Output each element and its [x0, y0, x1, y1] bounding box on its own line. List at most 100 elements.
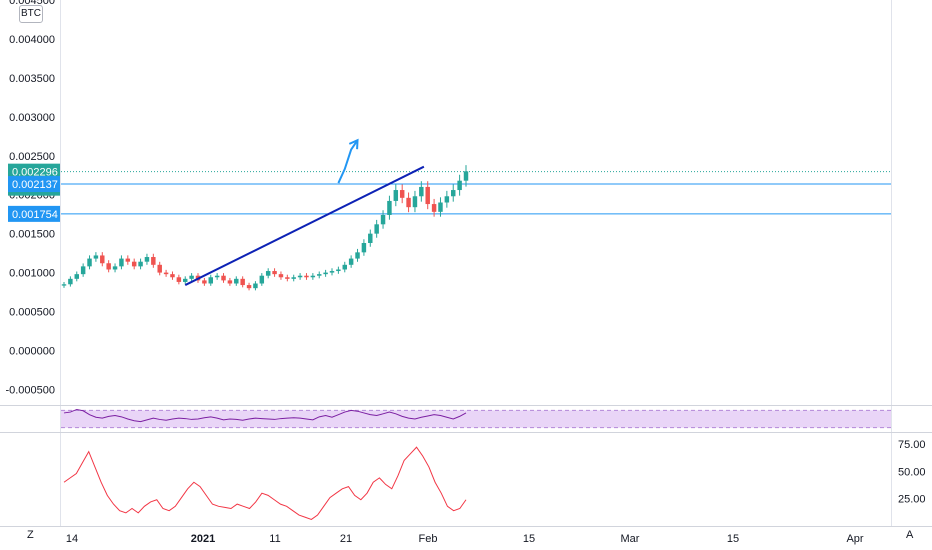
- rsi-band: [61, 410, 891, 428]
- candle-body: [304, 275, 309, 278]
- candle-body: [157, 264, 162, 273]
- current-price-label: 0.002296: [12, 167, 58, 179]
- ticker-label[interactable]: BTC: [19, 5, 43, 23]
- y-tick-label: -0.000500: [5, 384, 55, 396]
- candle-body: [240, 278, 245, 286]
- candle-body: [291, 277, 296, 279]
- candle-body: [317, 274, 322, 276]
- candle-body: [131, 261, 137, 267]
- candle-body: [368, 233, 373, 243]
- candle-body: [355, 252, 360, 259]
- y-tick-label: 0.002500: [9, 151, 55, 163]
- projection-arrow-head: [348, 138, 359, 150]
- time-axis-tick-label: Mar: [621, 533, 640, 545]
- candle-body: [138, 261, 143, 267]
- candle-body: [80, 266, 86, 275]
- candle-body: [68, 278, 73, 285]
- candle-body: [336, 269, 341, 272]
- candle-body: [425, 186, 430, 205]
- oscillator-series-line: [63, 446, 467, 520]
- candle-body: [61, 284, 67, 286]
- oscillator-y-axis: 75.00 50.00 25.00: [898, 439, 926, 506]
- level-lines: [61, 171, 891, 215]
- candle-body: [265, 271, 271, 276]
- candle-body: [112, 266, 118, 270]
- y-tick-label: 0.003000: [9, 112, 55, 124]
- candle-body: [208, 277, 213, 284]
- candle-body: [444, 196, 450, 203]
- candle-body: [380, 214, 386, 225]
- candle-body: [183, 278, 188, 282]
- candle-body: [438, 202, 443, 212]
- candle-body: [227, 280, 233, 284]
- projection-arrow: [337, 139, 359, 184]
- oscillator-y-tick-label: 25.00: [898, 494, 926, 506]
- rsi-series-line: [63, 408, 467, 423]
- candle-body: [100, 255, 105, 264]
- y-tick-label: 0.000500: [9, 307, 55, 319]
- candle-body: [431, 204, 437, 212]
- level-price-label: 0.002137: [12, 179, 58, 191]
- y-tick-label: 0.001000: [9, 268, 55, 280]
- y-tick-label: 0.000000: [9, 345, 55, 357]
- y-tick-label: 0.001500: [9, 229, 55, 241]
- y-tick-label: 0.004500: [9, 0, 55, 7]
- candle-body: [272, 271, 277, 275]
- candle-body: [329, 271, 335, 273]
- level-price-label: 0.001754: [12, 209, 58, 221]
- candle-body: [399, 190, 405, 198]
- candle-body: [310, 275, 316, 278]
- current-price-tag: [8, 163, 60, 180]
- oscillator-pane[interactable]: 75.00 50.00 25.00: [63, 439, 926, 520]
- candle-body: [278, 274, 284, 278]
- candle-body: [253, 283, 258, 289]
- time-axis-tick-label: 15: [523, 533, 535, 545]
- y-tick-label: 0.003500: [9, 73, 55, 85]
- candle-body: [457, 180, 462, 191]
- time-axis-tick-label: 21: [340, 533, 352, 545]
- y-tick-label: 0.004000: [9, 34, 55, 46]
- candle-body: [144, 257, 150, 262]
- candle-body: [125, 258, 131, 262]
- timezone-button-left[interactable]: Z: [27, 529, 34, 541]
- candle-body: [361, 243, 367, 253]
- time-axis-tick-label: Apr: [846, 533, 863, 545]
- candle-body: [419, 186, 424, 197]
- candle-body: [74, 274, 79, 279]
- candle-body: [214, 275, 220, 278]
- candle-body: [93, 255, 99, 259]
- level-price-tag: [8, 176, 60, 193]
- candle-body: [151, 257, 156, 265]
- drawings: [184, 138, 425, 286]
- candle-body: [348, 258, 354, 265]
- time-axis[interactable]: 14 2021 11 21 Feb 15 Mar 15 Apr: [66, 533, 864, 545]
- candle-body: [119, 258, 124, 267]
- auto-scale-button[interactable]: A: [906, 529, 914, 541]
- time-axis-tick-label: 14: [66, 533, 78, 545]
- candle-body: [202, 280, 207, 284]
- time-axis-tick-label: 2021: [191, 533, 215, 545]
- candle-body: [451, 190, 456, 197]
- candle-body: [163, 272, 169, 275]
- candle-body: [412, 196, 418, 208]
- candle-body: [297, 275, 303, 278]
- candle-body: [259, 275, 265, 284]
- oscillator-y-tick-label: 75.00: [898, 439, 926, 451]
- candle-body: [387, 200, 392, 215]
- time-axis-tick-label: 15: [727, 533, 739, 545]
- price-pane[interactable]: [61, 138, 891, 291]
- level-price-tag: [8, 205, 60, 222]
- candle-body: [323, 272, 328, 275]
- candle-body: [176, 277, 182, 282]
- candle-body: [342, 264, 347, 270]
- trendline: [184, 165, 425, 286]
- price-y-axis[interactable]: 0.004500 0.004000 0.003500 0.003000 0.002500…: [5, 0, 55, 396]
- time-axis-tick-label: 11: [269, 533, 280, 545]
- candle-body: [189, 275, 194, 279]
- time-axis-tick-label: Feb: [419, 533, 438, 545]
- rsi-pane[interactable]: [61, 408, 891, 429]
- candle-body: [406, 197, 411, 208]
- candle-body: [87, 258, 92, 267]
